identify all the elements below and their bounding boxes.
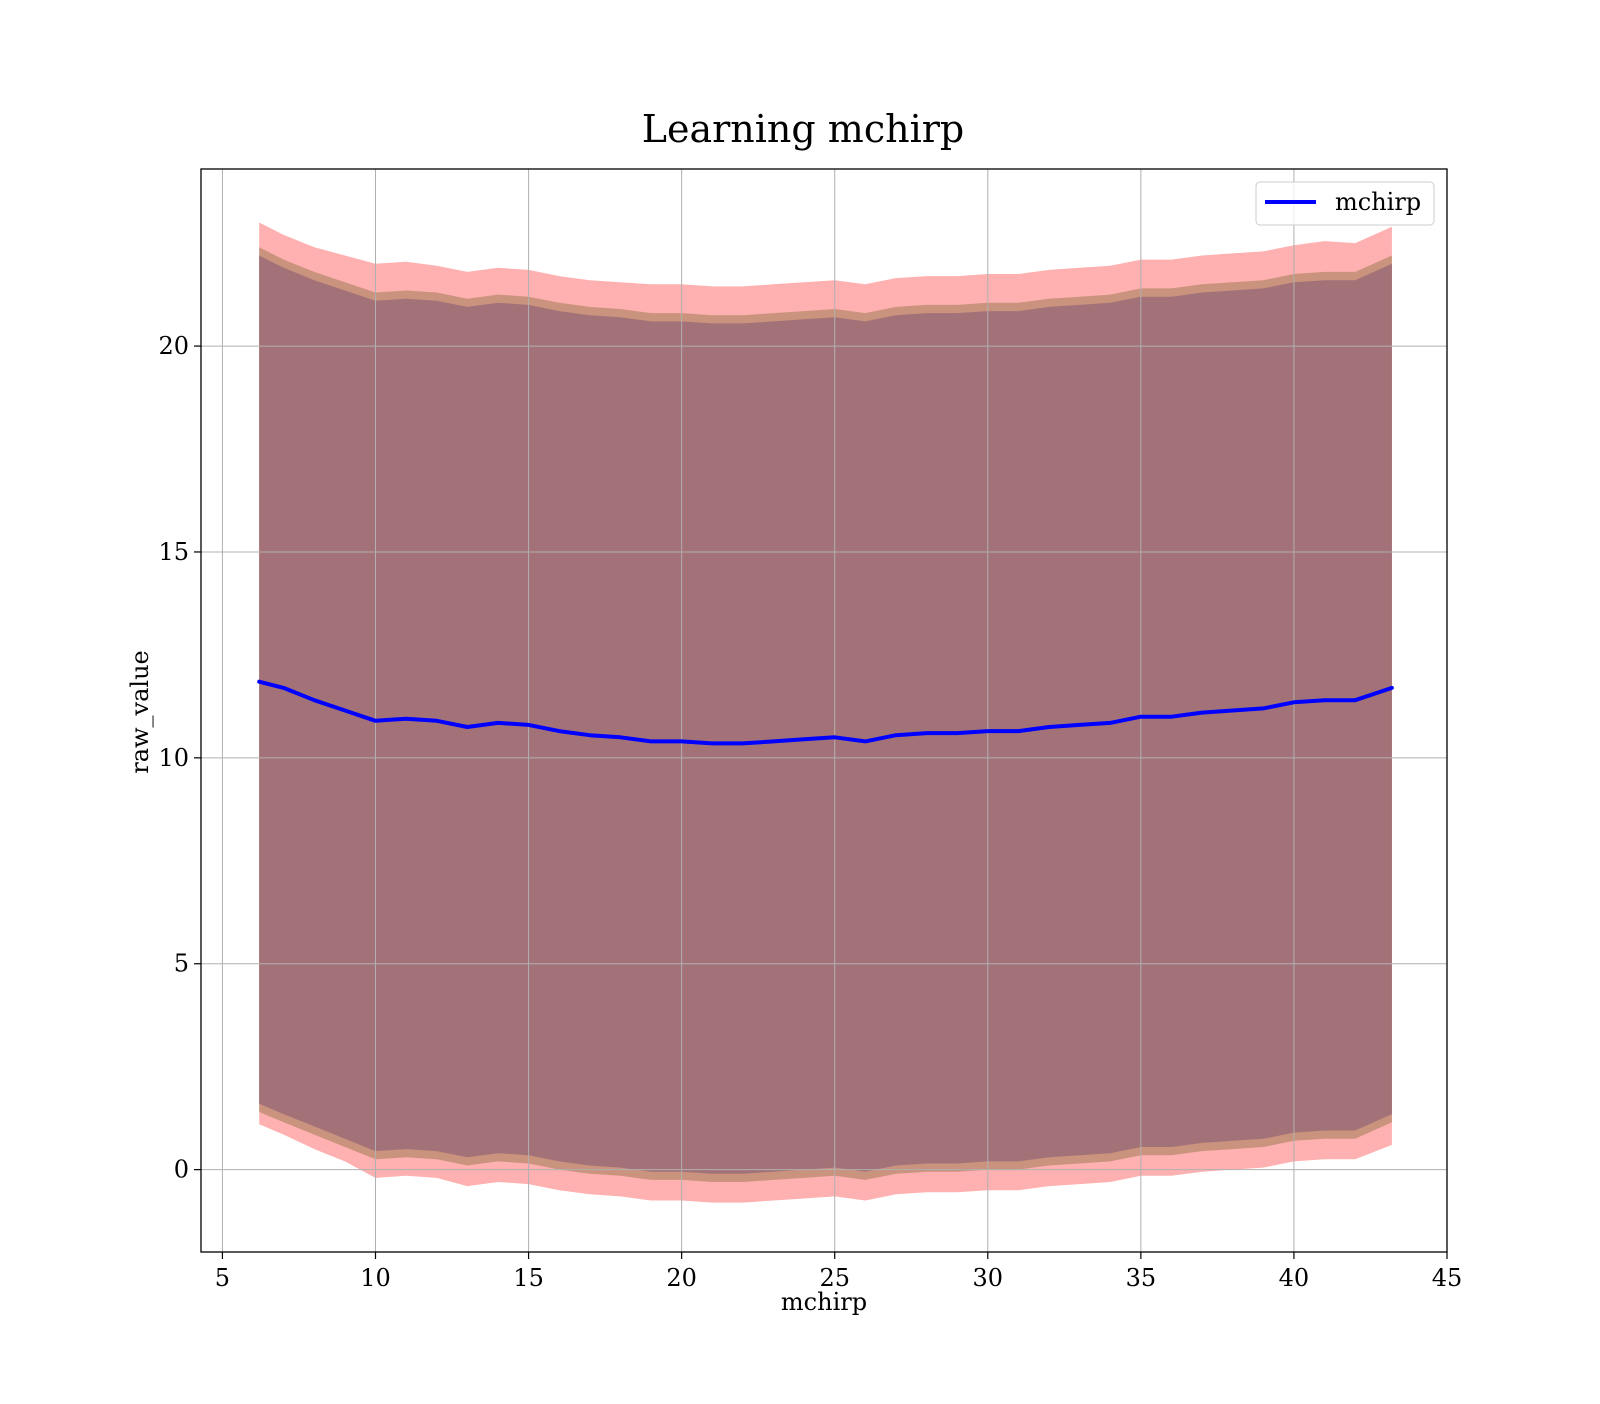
x-tick-label: 35 xyxy=(1126,1264,1157,1292)
series-line xyxy=(257,679,1394,746)
y-tick-label: 20 xyxy=(158,332,189,360)
x-axis-label: mchirp xyxy=(781,1288,867,1316)
x-tick-label: 20 xyxy=(666,1264,697,1292)
band-inner xyxy=(259,255,1392,1174)
x-tick-label: 5 xyxy=(215,1264,230,1292)
x-tick-label: 45 xyxy=(1432,1264,1463,1292)
y-tick-label: 15 xyxy=(158,538,189,566)
chart-title: Learning mchirp xyxy=(642,107,964,151)
x-tick-label: 30 xyxy=(973,1264,1004,1292)
legend-label: mchirp xyxy=(1335,188,1421,216)
y-axis-label: raw_value xyxy=(126,650,154,774)
x-tick-label: 25 xyxy=(819,1264,850,1292)
x-tick-label: 15 xyxy=(513,1264,544,1292)
y-tick-label: 0 xyxy=(174,1156,189,1184)
bands-layer xyxy=(259,222,1392,1203)
plot-frame xyxy=(200,168,1448,1253)
line-layer xyxy=(257,679,1394,746)
x-tick-label: 10 xyxy=(360,1264,391,1292)
y-ticks: 0 5 10 15 20 xyxy=(158,332,201,1184)
legend: mchirp xyxy=(1255,181,1435,226)
y-tick-label: 5 xyxy=(174,950,189,978)
y-tick-label: 10 xyxy=(158,744,189,772)
x-ticks: 5 10 15 20 25 30 35 40 45 xyxy=(215,1252,1462,1292)
x-tick-label: 40 xyxy=(1279,1264,1310,1292)
legend-box xyxy=(1255,181,1435,226)
